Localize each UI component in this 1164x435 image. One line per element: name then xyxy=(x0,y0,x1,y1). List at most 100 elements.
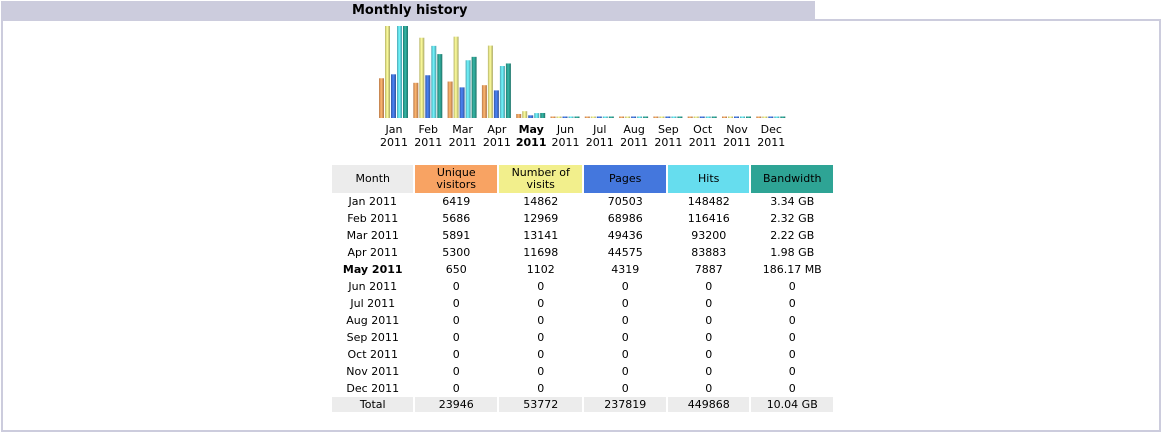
cell-unique-visitors: 0 xyxy=(452,297,460,310)
bar-visits-aug xyxy=(625,116,631,118)
year-label: 2011 xyxy=(516,136,547,149)
bar-bandwidth-jun xyxy=(574,116,580,118)
bar-unique-jun xyxy=(550,116,556,118)
year-label: 2011 xyxy=(380,136,408,149)
table-total-row: Total 23946 53772 237819 449868 10.04 GB xyxy=(332,397,833,412)
month-label: Jun xyxy=(556,123,574,136)
cell-bandwidth: 3.34 GB xyxy=(770,195,815,208)
cell-month: Mar 2011 xyxy=(346,229,399,242)
bar-pages-aug xyxy=(631,116,637,118)
cell-pages: 0 xyxy=(621,280,629,293)
cell-unique-visitors: 5300 xyxy=(442,246,471,259)
bar-visits-sep xyxy=(659,116,665,118)
total-cell-pages: 237819 xyxy=(584,397,666,412)
month-label: Feb xyxy=(419,123,438,136)
cell-pages: 0 xyxy=(621,365,629,378)
month-label: Nov xyxy=(726,123,748,136)
cell-month: May 2011 xyxy=(342,263,403,276)
bar-bandwidth-aug xyxy=(643,116,649,118)
cell-visits: 11698 xyxy=(523,246,559,259)
bar-visits-may xyxy=(522,111,528,118)
table-row: Feb 2011 5686 12969 68986 116416 2.32 GB xyxy=(332,210,833,227)
bar-visits-jun xyxy=(556,116,562,118)
cell-bandwidth: 0 xyxy=(788,348,796,361)
bar-visits-jul xyxy=(590,116,596,118)
bar-pages-jun xyxy=(562,116,568,118)
bar-visits-jan xyxy=(385,26,390,118)
bar-bandwidth-may xyxy=(540,112,546,118)
cell-unique-visitors: 0 xyxy=(452,331,460,344)
bar-pages-may xyxy=(528,115,534,118)
bar-bandwidth-oct xyxy=(711,116,717,118)
bar-hits-sep xyxy=(671,116,677,118)
cell-pages: 68986 xyxy=(607,212,643,225)
year-label: 2011 xyxy=(483,136,511,149)
cell-unique-visitors: 650 xyxy=(445,263,467,276)
cell-bandwidth: 1.98 GB xyxy=(770,246,815,259)
total-cell-bandwidth: 10.04 GB xyxy=(751,397,833,412)
total-cell-visits: 53772 xyxy=(498,397,583,412)
bar-pages-nov xyxy=(734,116,739,118)
bar-bandwidth-apr xyxy=(505,63,511,118)
bar-unique-may xyxy=(516,113,522,118)
bar-pages-jul xyxy=(596,116,602,118)
table-row: Mar 2011 5891 13141 49436 93200 2.22 GB xyxy=(332,227,833,244)
header-pages: Pages xyxy=(584,165,666,193)
cell-hits: 83883 xyxy=(691,246,727,259)
cell-hits: 93200 xyxy=(691,229,727,242)
cell-bandwidth: 0 xyxy=(788,314,796,327)
bar-pages-jan xyxy=(391,74,396,118)
section-title: Monthly history xyxy=(1,1,815,20)
bar-pages-sep xyxy=(665,116,671,118)
bar-hits-may xyxy=(534,113,540,118)
cell-pages: 44575 xyxy=(607,246,643,259)
cell-hits: 0 xyxy=(705,382,713,395)
table-row: May 2011 650 1102 4319 7887 186.17 MB xyxy=(332,261,833,278)
bar-unique-jan xyxy=(379,78,384,118)
cell-bandwidth: 0 xyxy=(788,280,796,293)
cell-unique-visitors: 5891 xyxy=(442,229,471,242)
cell-unique-visitors: 0 xyxy=(452,365,460,378)
bar-bandwidth-nov xyxy=(746,116,751,118)
year-label: 2011 xyxy=(689,136,717,149)
month-label: Apr xyxy=(487,123,507,136)
cell-pages: 0 xyxy=(621,331,629,344)
year-label: 2011 xyxy=(654,136,682,149)
cell-bandwidth: 0 xyxy=(788,365,796,378)
bar-hits-nov xyxy=(740,116,745,118)
cell-bandwidth: 0 xyxy=(788,331,796,344)
cell-hits: 0 xyxy=(705,297,713,310)
year-label: 2011 xyxy=(757,136,785,149)
cell-bandwidth: 0 xyxy=(788,382,796,395)
bar-hits-aug xyxy=(637,116,643,118)
bar-pages-oct xyxy=(699,116,705,118)
bar-hits-mar xyxy=(465,60,471,118)
table-header-row: Month Unique visitors Number of visits Pag… xyxy=(332,165,833,193)
cell-month: Oct 2011 xyxy=(347,348,398,361)
header-bandwidth: Bandwidth xyxy=(751,165,833,193)
cell-hits: 0 xyxy=(705,280,713,293)
year-label: 2011 xyxy=(449,136,477,149)
table-row: Jul 2011 0 0 0 0 0 xyxy=(332,295,833,312)
cell-bandwidth: 186.17 MB xyxy=(762,263,822,276)
cell-pages: 4319 xyxy=(611,263,640,276)
cell-bandwidth: 0 xyxy=(788,297,796,310)
cell-pages: 0 xyxy=(621,314,629,327)
cell-unique-visitors: 0 xyxy=(452,280,460,293)
header-number-of-visits: Number of visits xyxy=(498,165,583,193)
header-hits: Hits xyxy=(667,165,750,193)
cell-unique-visitors: 6419 xyxy=(442,195,471,208)
cell-bandwidth: 2.32 GB xyxy=(770,212,815,225)
header-month: Month xyxy=(332,165,414,193)
cell-pages: 49436 xyxy=(607,229,643,242)
bar-hits-feb xyxy=(431,45,437,119)
bar-unique-dec xyxy=(756,116,762,118)
cell-visits: 1102 xyxy=(526,263,555,276)
table-row: Dec 2011 0 0 0 0 0 xyxy=(332,380,833,397)
cell-visits: 0 xyxy=(537,297,545,310)
cell-month: Jul 2011 xyxy=(350,297,396,310)
cell-month: Aug 2011 xyxy=(346,314,400,327)
bar-bandwidth-feb xyxy=(437,54,443,118)
cell-visits: 0 xyxy=(537,382,545,395)
month-label: Jul xyxy=(592,123,606,136)
